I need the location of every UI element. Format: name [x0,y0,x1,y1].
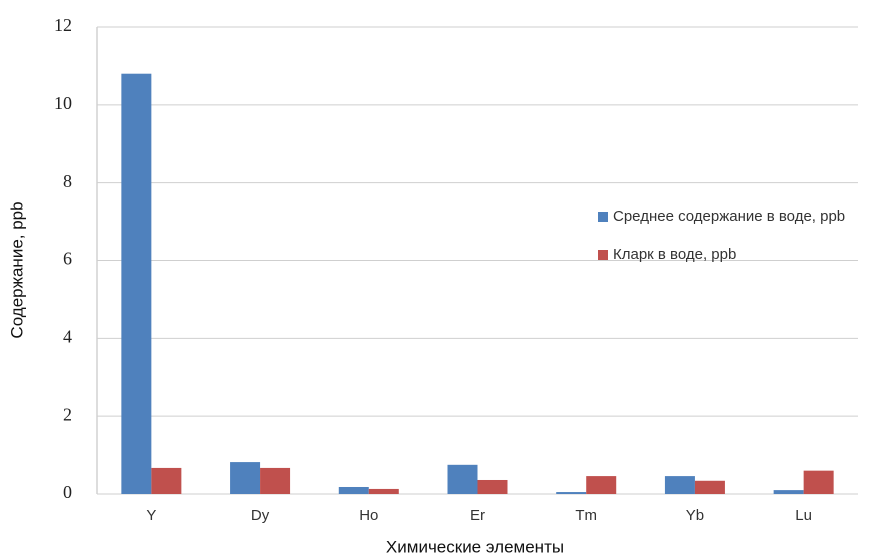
bar [368,488,399,494]
x-tick-label: Lu [795,507,812,524]
y-axis-title: Содержание, ppb [7,201,26,338]
bar [151,467,182,494]
legend: Среднее содержание в воде, ppb Кларк в во… [598,206,878,282]
y-tick-label: 4 [63,326,72,346]
y-tick-label: 6 [63,249,72,269]
x-tick-label: Er [470,507,485,524]
x-tick-label: Ho [359,507,378,524]
bar [121,73,152,494]
x-tick-label: Yb [686,507,704,524]
bar [694,480,725,494]
y-tick-label: 10 [54,93,72,113]
bar [664,476,695,494]
bar [477,479,508,494]
x-tick-label: Tm [575,507,597,524]
x-tick-label: Dy [251,507,270,524]
legend-label: Среднее содержание в воде, ppb [613,208,846,225]
bar [260,467,291,494]
legend-label: Кларк в воде, ppb [613,246,737,263]
y-tick-label: 12 [54,15,72,35]
x-axis-title: Химические элементы [386,537,564,556]
bar [773,490,804,494]
bar [230,462,261,494]
y-tick-label: 2 [63,404,72,424]
legend-swatch [598,250,608,260]
legend-swatch [598,212,608,222]
legend-item: Среднее содержание в воде, ppb [598,206,878,228]
legend-item: Кларк в воде, ppb [598,244,878,266]
y-tick-label: 8 [63,171,72,191]
bar [586,476,617,494]
bar [338,486,369,494]
y-tick-label: 0 [63,482,72,502]
bar [556,492,587,494]
bar [447,464,478,494]
x-tick-label: Y [146,507,156,524]
bar [803,470,834,494]
